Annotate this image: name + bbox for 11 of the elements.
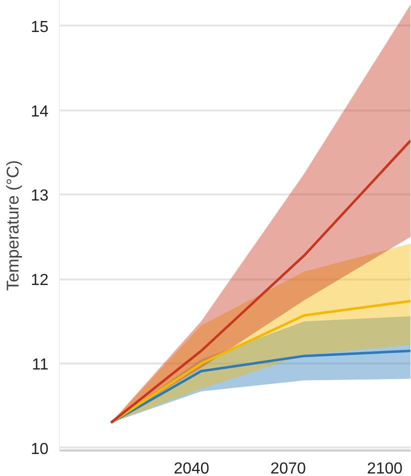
y-tick-label: 13 [30,188,49,205]
x-tick-label: 2040 [174,460,210,476]
x-tick-label: 2070 [270,460,306,476]
y-tick-label: 11 [32,356,49,374]
y-axis-title: Temperature (°C) [4,160,23,291]
y-tick-label: 15 [30,18,49,36]
y-tick-label: 10 [30,440,49,458]
line-series [110,139,410,424]
y-tick-label: 12 [30,272,49,290]
x-tick-label: 2100 [366,460,403,476]
y-tick-label: 14 [30,103,49,120]
